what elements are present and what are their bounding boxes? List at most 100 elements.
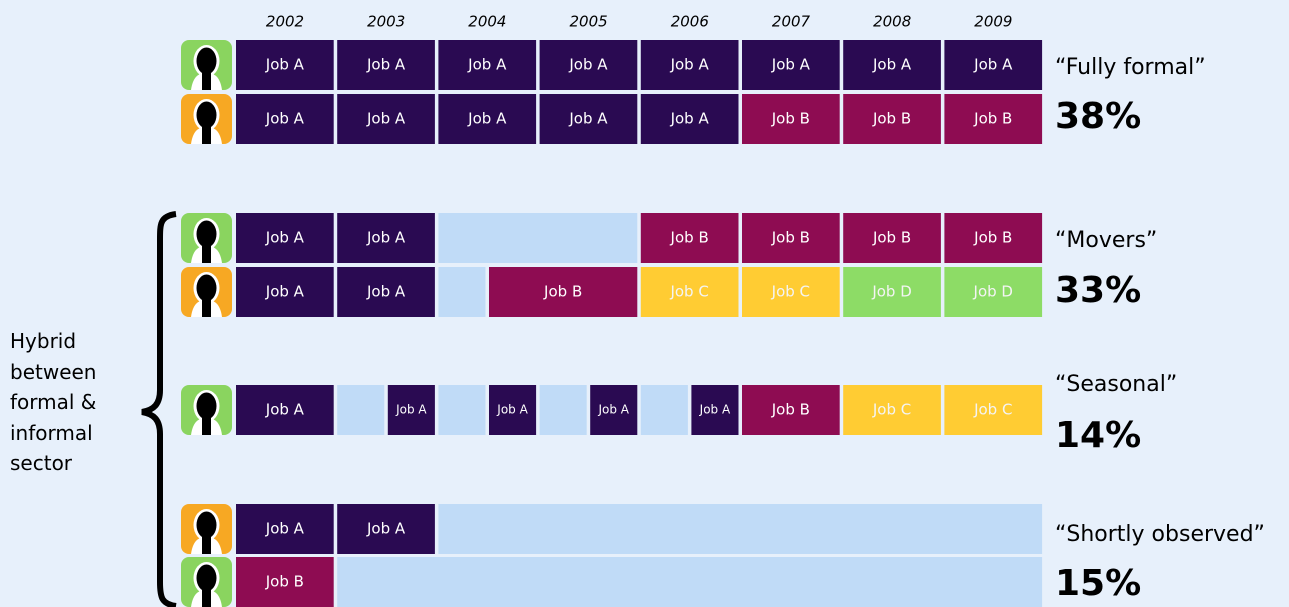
empty-cell — [438, 213, 638, 263]
job-label: Job B — [973, 229, 1012, 247]
job-label: Job A — [771, 56, 811, 74]
year-label: 2005 — [570, 13, 608, 31]
avatar-head — [196, 274, 217, 302]
empty-cell — [438, 267, 486, 317]
job-cell — [944, 40, 1043, 90]
job-cell — [236, 94, 334, 144]
empty-cell — [337, 557, 1043, 607]
job-cell — [387, 385, 435, 435]
job-label: Job A — [366, 520, 406, 538]
job-cell — [640, 40, 739, 90]
job-label: Job A — [670, 110, 710, 128]
job-cell — [843, 385, 941, 435]
avatar-neck — [202, 417, 211, 435]
group-name: “Seasonal” — [1055, 372, 1177, 397]
job-cell — [742, 213, 840, 263]
job-label: Job A — [699, 403, 731, 417]
year-label: 2003 — [367, 13, 405, 31]
side-label: Hybrid between formal & informal sector — [10, 329, 97, 475]
job-cell — [742, 267, 840, 317]
job-label: Job A — [568, 110, 608, 128]
job-label: Job C — [669, 283, 708, 301]
job-label: Job B — [771, 401, 810, 419]
job-label: Job A — [265, 229, 305, 247]
job-cell — [438, 94, 537, 144]
job-label: Job A — [568, 56, 608, 74]
job-label: Job A — [467, 56, 507, 74]
group-share: 33% — [1055, 270, 1141, 311]
job-label: Job B — [872, 229, 911, 247]
job-cell — [944, 94, 1043, 144]
job-label: Job C — [771, 283, 810, 301]
job-cell — [236, 557, 334, 607]
group-share: 38% — [1055, 96, 1141, 137]
job-cell — [742, 94, 840, 144]
job-cell — [337, 40, 435, 90]
job-cell — [337, 213, 435, 263]
job-cell — [236, 40, 334, 90]
empty-cell — [539, 385, 587, 435]
job-cell — [843, 94, 941, 144]
job-label: Job A — [265, 56, 305, 74]
avatar-head — [196, 511, 217, 539]
brace — [141, 211, 177, 607]
job-cell — [691, 385, 739, 435]
job-label: Job A — [366, 283, 406, 301]
job-label: Job A — [265, 283, 305, 301]
job-cell — [590, 385, 638, 435]
year-label: 2009 — [974, 13, 1012, 31]
job-label: Job B — [771, 110, 810, 128]
group-name: “Movers” — [1055, 228, 1157, 253]
job-cell — [489, 267, 638, 317]
job-label: Job A — [496, 403, 528, 417]
job-label: Job A — [265, 401, 305, 419]
job-cell — [640, 213, 739, 263]
avatar-head — [196, 101, 217, 129]
job-label: Job D — [973, 283, 1013, 301]
job-cell — [539, 94, 638, 144]
job-label: Job A — [973, 56, 1013, 74]
job-cell — [742, 40, 840, 90]
job-label: Job A — [366, 56, 406, 74]
avatar-head — [196, 392, 217, 420]
avatar-neck — [202, 589, 211, 607]
year-label: 2002 — [266, 13, 304, 31]
job-cell — [489, 385, 537, 435]
job-cell — [337, 94, 435, 144]
job-cell — [843, 213, 941, 263]
job-label: Job C — [872, 401, 911, 419]
group-name: “Fully formal” — [1055, 55, 1206, 80]
job-cell — [843, 40, 941, 90]
job-label: Job B — [872, 110, 911, 128]
job-cell — [640, 267, 739, 317]
group-name: “Shortly observed” — [1055, 522, 1265, 547]
job-cell — [236, 385, 334, 435]
job-label: Job C — [973, 401, 1012, 419]
job-label: Job A — [670, 56, 710, 74]
job-label: Job A — [366, 229, 406, 247]
job-label: Job A — [597, 403, 629, 417]
job-cell — [742, 385, 840, 435]
avatar-neck — [202, 536, 211, 554]
group-share: 15% — [1055, 563, 1141, 604]
year-label: 2007 — [772, 13, 811, 31]
job-label: Job B — [265, 573, 304, 591]
job-label: Job B — [543, 283, 582, 301]
avatar-head — [196, 47, 217, 75]
avatar-neck — [202, 72, 211, 90]
job-label: Job A — [467, 110, 507, 128]
job-cell — [944, 385, 1043, 435]
job-cell — [640, 94, 739, 144]
job-label: Job A — [366, 110, 406, 128]
job-cell — [337, 504, 435, 554]
job-cell — [236, 267, 334, 317]
job-label: Job B — [771, 229, 810, 247]
empty-cell — [438, 504, 1043, 554]
job-cell — [438, 40, 537, 90]
avatar-head — [196, 220, 217, 248]
avatar-head — [196, 564, 217, 592]
avatar-neck — [202, 299, 211, 317]
empty-cell — [337, 385, 385, 435]
